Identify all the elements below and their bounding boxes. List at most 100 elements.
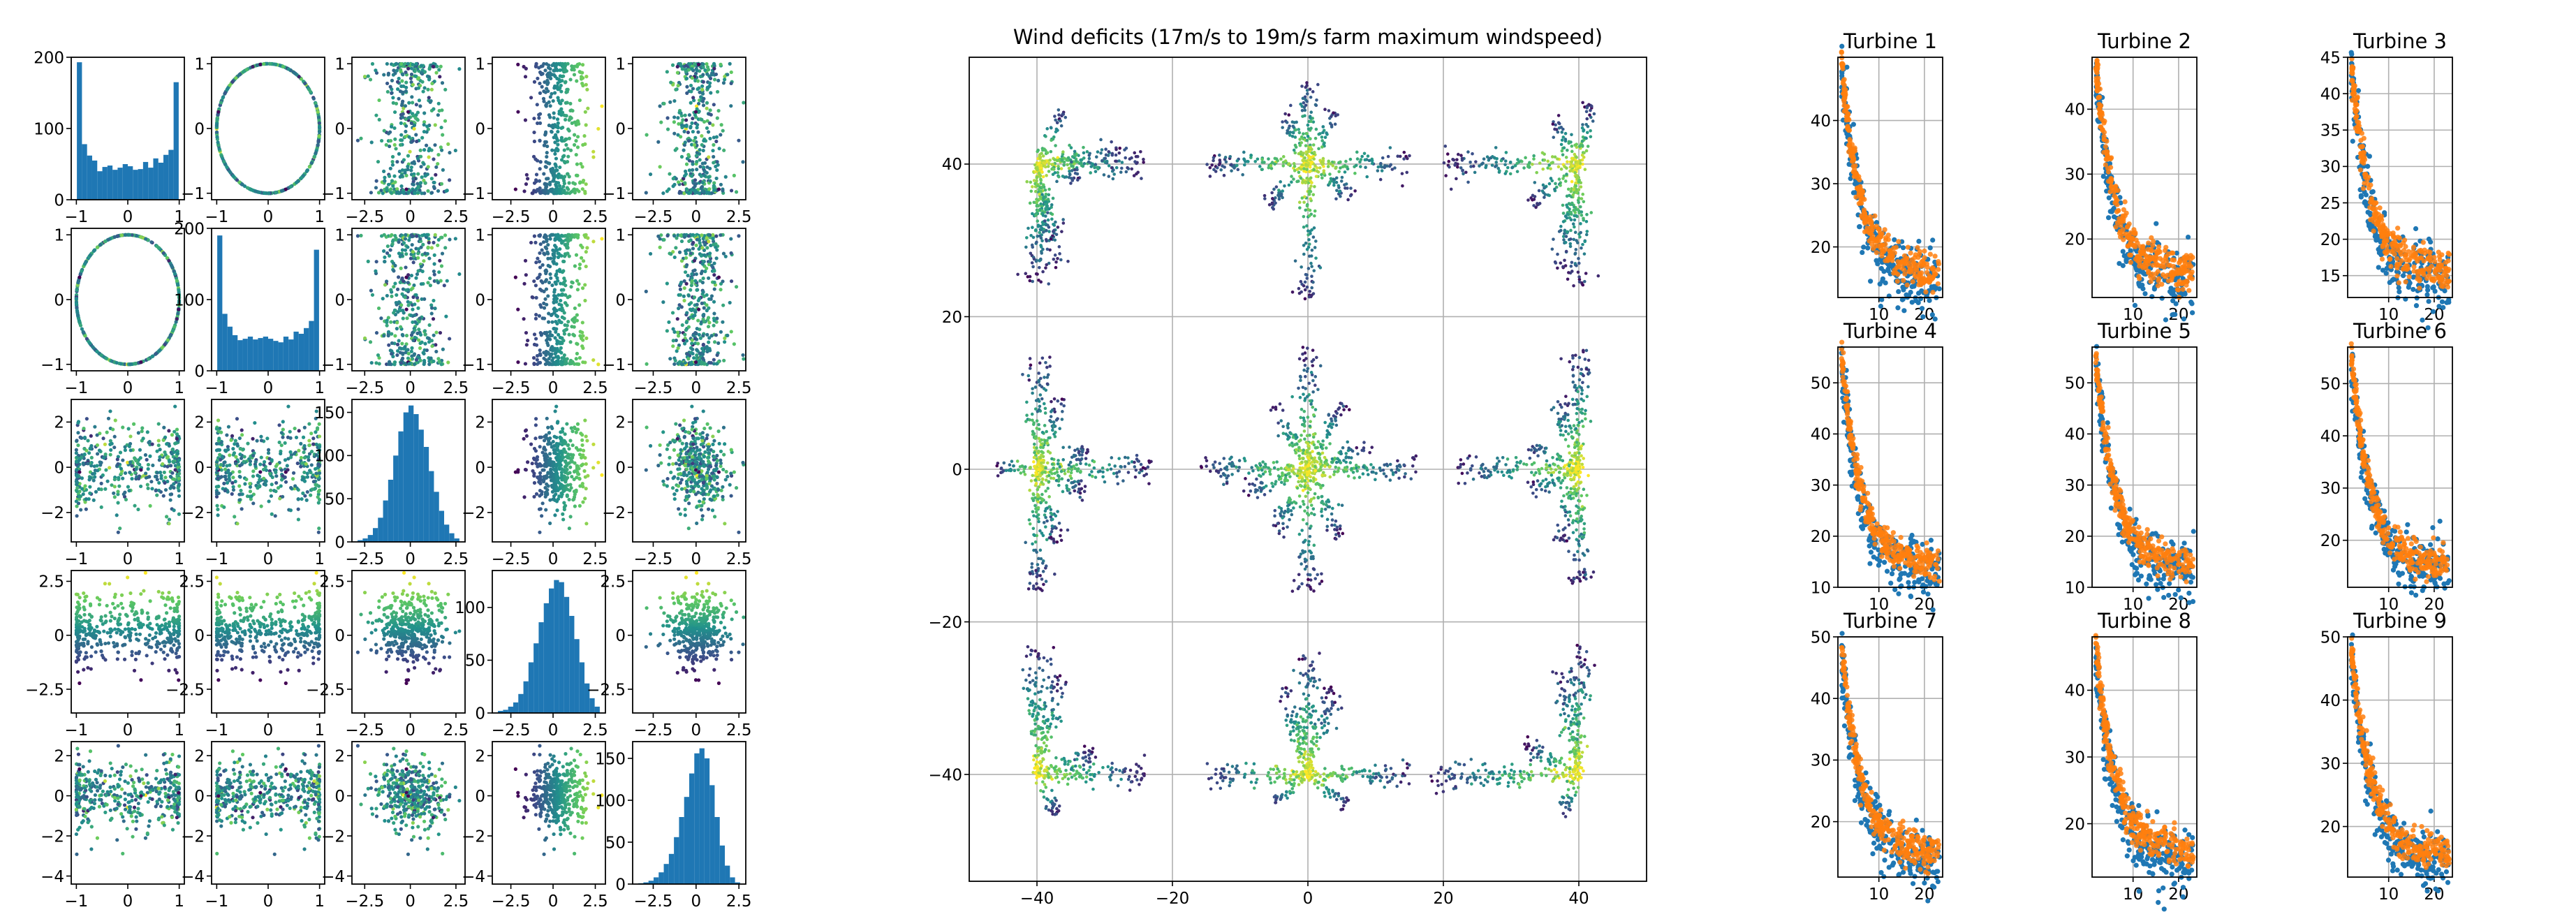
scatter-point xyxy=(700,180,705,185)
scatter-point xyxy=(523,75,528,79)
scatter-point xyxy=(432,157,436,161)
scatter-point xyxy=(148,454,152,458)
scatter-point xyxy=(167,258,171,263)
scatter-point xyxy=(376,353,381,358)
scatter-point xyxy=(572,187,576,191)
scatter-point xyxy=(402,158,406,162)
matrix-cell: −2.5 0 2.5−101 xyxy=(602,56,751,226)
scatter-point xyxy=(705,170,709,175)
scatter-point xyxy=(543,143,547,147)
scatter-point xyxy=(695,348,699,352)
scatter-point xyxy=(385,81,390,86)
scatter-point xyxy=(555,444,560,448)
scatter-point xyxy=(670,311,675,315)
scatter-point xyxy=(661,191,665,196)
scatter-point xyxy=(701,189,705,193)
scatter-point xyxy=(552,293,557,298)
scatter-point xyxy=(716,78,721,82)
scatter-point xyxy=(543,165,547,169)
scatter-point xyxy=(556,255,561,260)
scatter-point xyxy=(291,471,296,475)
scatter-point xyxy=(705,236,709,240)
scatter-point xyxy=(699,253,703,258)
scatter-point xyxy=(86,439,90,443)
scatter-point xyxy=(580,481,584,486)
y-tick-label: 100 xyxy=(314,448,345,466)
scatter-point xyxy=(543,68,547,73)
scatter-point xyxy=(546,294,550,298)
scatter-point xyxy=(235,178,240,182)
y-tick-label: 0 xyxy=(475,120,485,138)
scatter-point xyxy=(696,318,700,323)
histogram-bar xyxy=(128,166,133,200)
scatter-point xyxy=(665,281,669,286)
y-tick-label: −2 xyxy=(41,504,64,522)
scatter-point xyxy=(709,263,714,267)
scatter-point xyxy=(580,245,584,249)
scatter-point xyxy=(716,275,721,279)
scatter-point xyxy=(130,476,134,481)
scatter-point xyxy=(259,434,263,439)
scatter-point xyxy=(307,87,311,91)
axes-frame xyxy=(492,228,606,372)
scatter-point xyxy=(544,160,548,164)
histogram-bar xyxy=(122,164,128,200)
scatter-point xyxy=(421,89,425,94)
scatter-point xyxy=(446,360,450,365)
scatter-point xyxy=(112,485,117,489)
scatter-point xyxy=(157,480,161,485)
scatter-point xyxy=(262,476,266,480)
scatter-point xyxy=(427,149,431,153)
scatter-point xyxy=(683,140,687,145)
scatter-point xyxy=(406,273,411,277)
scatter-point xyxy=(567,181,571,185)
scatter-point xyxy=(404,265,408,270)
scatter-point xyxy=(219,462,223,467)
x-tick-label: 0 xyxy=(263,550,274,568)
scatter-point xyxy=(176,311,180,316)
x-tick-label: 2.5 xyxy=(582,379,608,397)
scatter-point xyxy=(682,279,686,284)
scatter-point xyxy=(95,464,99,468)
histogram-bar xyxy=(268,339,274,371)
scatter-point xyxy=(253,459,258,464)
scatter-point xyxy=(682,298,686,303)
scatter-point xyxy=(683,169,688,173)
histogram-bar xyxy=(222,314,228,371)
scatter-point xyxy=(94,490,98,494)
scatter-point xyxy=(560,98,564,103)
scatter-point xyxy=(317,471,322,476)
scatter-point xyxy=(693,178,698,182)
scatter-point xyxy=(554,156,559,161)
scatter-point xyxy=(355,138,360,142)
scatter-point xyxy=(591,240,596,244)
scatter-point xyxy=(569,285,573,289)
scatter-point xyxy=(537,476,541,481)
scatter-point xyxy=(706,130,711,134)
scatter-point xyxy=(453,148,457,153)
matrix-cell: −2.5 0 2.5−101 xyxy=(462,56,608,226)
scatter-point xyxy=(156,422,161,426)
scatter-point xyxy=(712,161,716,165)
scatter-point xyxy=(532,473,536,478)
scatter-point xyxy=(675,147,679,151)
scatter-point xyxy=(714,333,719,337)
scatter-point xyxy=(550,445,554,449)
scatter-point xyxy=(712,142,716,147)
scatter-point xyxy=(293,426,297,431)
scatter-point xyxy=(231,487,236,492)
scatter-point xyxy=(432,333,436,337)
scatter-point xyxy=(369,140,374,145)
y-tick-label: 1 xyxy=(615,227,626,245)
x-tick-label: 0 xyxy=(263,208,274,226)
scatter-point xyxy=(99,487,103,492)
scatter-point xyxy=(696,307,701,311)
scatter-point xyxy=(146,357,150,361)
scatter-point xyxy=(559,494,564,499)
scatter-point xyxy=(432,180,436,185)
scatter-point xyxy=(165,515,169,519)
scatter-point xyxy=(566,61,570,66)
scatter-point xyxy=(379,189,383,193)
scatter-point xyxy=(523,118,528,122)
scatter-point xyxy=(432,262,436,266)
